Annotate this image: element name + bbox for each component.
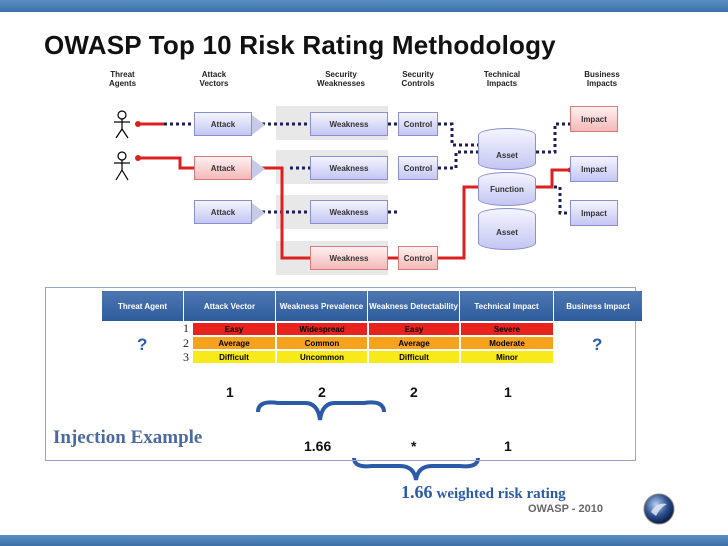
control-box-highlight: Control: [398, 246, 438, 270]
cell-uncommon: Uncommon: [276, 350, 368, 364]
weakness-box: Weakness: [310, 112, 388, 136]
header-weakness-detectability: Weakness Detectability: [368, 291, 460, 321]
multiply-sign: *: [411, 438, 417, 454]
header-technical-impact: Technical Impact: [460, 291, 554, 321]
rating-panel: [45, 287, 636, 461]
rank-label: 3: [183, 350, 189, 364]
injection-example-label: Injection Example: [53, 427, 203, 448]
attack-box: Attack: [194, 112, 265, 136]
threat-agent-unknown: ?: [137, 335, 148, 354]
cell-common: Common: [276, 336, 368, 350]
attack-box: Attack: [194, 200, 265, 224]
weakness-box-highlight: Weakness: [310, 246, 388, 270]
score-attack-vector: 1: [226, 384, 234, 400]
function-cylinder: Function: [478, 172, 536, 206]
impact-box: Impact: [570, 200, 618, 226]
header-weakness-prevalence: Weakness Prevalence: [276, 291, 368, 321]
asset-cylinder: Asset: [478, 128, 536, 170]
col-security-controls: Security Controls: [401, 70, 435, 88]
threat-agent-icon: [114, 110, 130, 181]
col-attack-vectors: Attack Vectors: [199, 70, 229, 88]
header-business-impact: Business Impact: [554, 291, 642, 321]
cell-minor: Minor: [460, 350, 554, 364]
weakness-box: Weakness: [310, 200, 388, 224]
impact-box: Impact: [570, 156, 618, 182]
col-business-impacts: Business Impacts: [584, 70, 620, 88]
bottom-bar: [0, 535, 728, 546]
cell-easy: Easy: [368, 322, 460, 336]
cell-widespread: Widespread: [276, 322, 368, 336]
weighted-risk-rating: 1.66 weighted risk rating: [401, 482, 566, 503]
score-detectability: 2: [410, 384, 418, 400]
impact-score: 1: [504, 438, 512, 454]
attack-box-highlight: Attack: [194, 156, 265, 180]
cell-average: Average: [192, 336, 276, 350]
slide-title: OWASP Top 10 Risk Rating Methodology: [44, 30, 556, 60]
risk-text: weighted risk rating: [436, 486, 566, 502]
rank-label: 2: [183, 336, 189, 350]
cell-moderate: Moderate: [460, 336, 554, 350]
owasp-logo-icon: [643, 493, 675, 525]
likelihood-average: 1.66: [304, 438, 332, 454]
col-threat-agents: Threat Agents: [108, 70, 137, 88]
cell-difficult: Difficult: [368, 350, 460, 364]
rank-label: 1: [183, 321, 189, 335]
score-prevalence: 2: [318, 384, 326, 400]
header-threat-agent: Threat Agent: [102, 291, 184, 321]
score-technical-impact: 1: [504, 384, 512, 400]
footer-text: OWASP - 2010: [528, 503, 603, 515]
top-bar: [0, 0, 728, 12]
cell-difficult: Difficult: [192, 350, 276, 364]
weakness-box: Weakness: [310, 156, 388, 180]
asset-cylinder: Asset: [478, 208, 536, 250]
col-security-weaknesses: Security Weaknesses: [317, 70, 365, 88]
impact-box-highlight: Impact: [570, 106, 618, 132]
cell-severe: Severe: [460, 322, 554, 336]
cell-average: Average: [368, 336, 460, 350]
col-technical-impacts: Technical Impacts: [483, 70, 521, 88]
risk-value: 1.66: [401, 482, 433, 502]
control-box: Control: [398, 156, 438, 180]
control-box: Control: [398, 112, 438, 136]
header-attack-vector: Attack Vector: [184, 291, 276, 321]
business-impact-unknown: ?: [592, 335, 603, 354]
cell-easy: Easy: [192, 322, 276, 336]
